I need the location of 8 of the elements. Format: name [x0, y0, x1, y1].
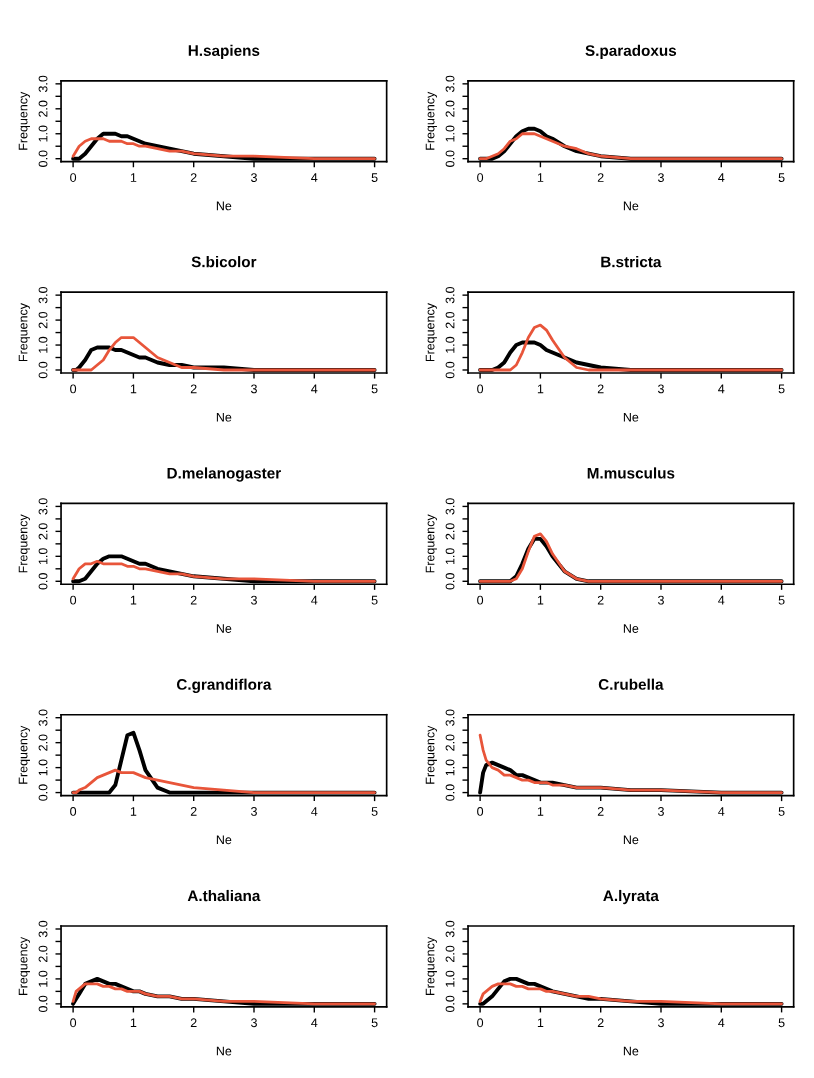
- line-series: [478, 132, 783, 161]
- line-series: [71, 137, 376, 161]
- line-series: [478, 733, 783, 794]
- line-series: [71, 982, 376, 1006]
- line-series: [71, 336, 376, 372]
- line-series: [478, 982, 783, 1006]
- line-series: [478, 323, 783, 372]
- line-series: [71, 768, 376, 794]
